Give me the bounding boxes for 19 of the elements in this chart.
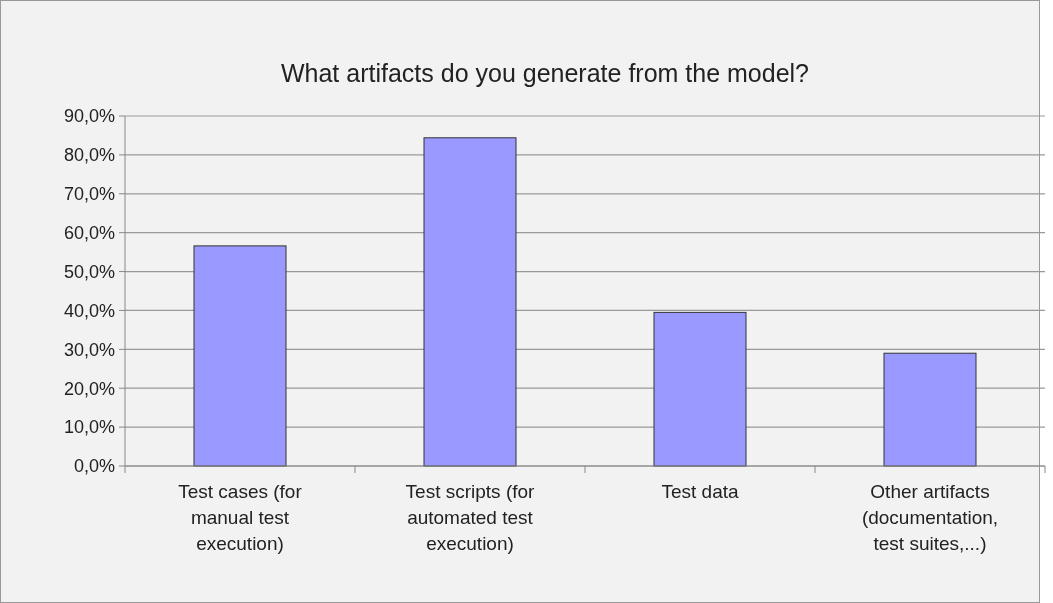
y-tick-label: 10,0% — [63, 417, 115, 438]
y-tick-label: 20,0% — [63, 378, 115, 399]
y-tick-label: 40,0% — [63, 300, 115, 321]
y-tick-label: 80,0% — [63, 145, 115, 166]
bar — [883, 352, 977, 467]
y-tick-label: 60,0% — [63, 222, 115, 243]
y-tick-label: 90,0% — [63, 106, 115, 127]
x-tick-label: Test scripts (for automated test execution) — [405, 481, 536, 554]
y-tick-label: 70,0% — [63, 184, 115, 205]
x-tick-label: Test data — [661, 481, 739, 502]
bar — [653, 311, 747, 467]
x-tick-label: Test cases (for manual test execution) — [178, 481, 303, 554]
y-tick-label: 50,0% — [63, 261, 115, 282]
y-tick-label: 30,0% — [63, 339, 115, 360]
y-tick-label: 0,0% — [73, 456, 115, 477]
bar — [193, 245, 287, 467]
chart-title: What artifacts do you generate from the model? — [280, 59, 810, 87]
x-tick-label: Other artifacts (documentation, test suites,...) — [861, 481, 999, 554]
bar — [423, 137, 517, 467]
